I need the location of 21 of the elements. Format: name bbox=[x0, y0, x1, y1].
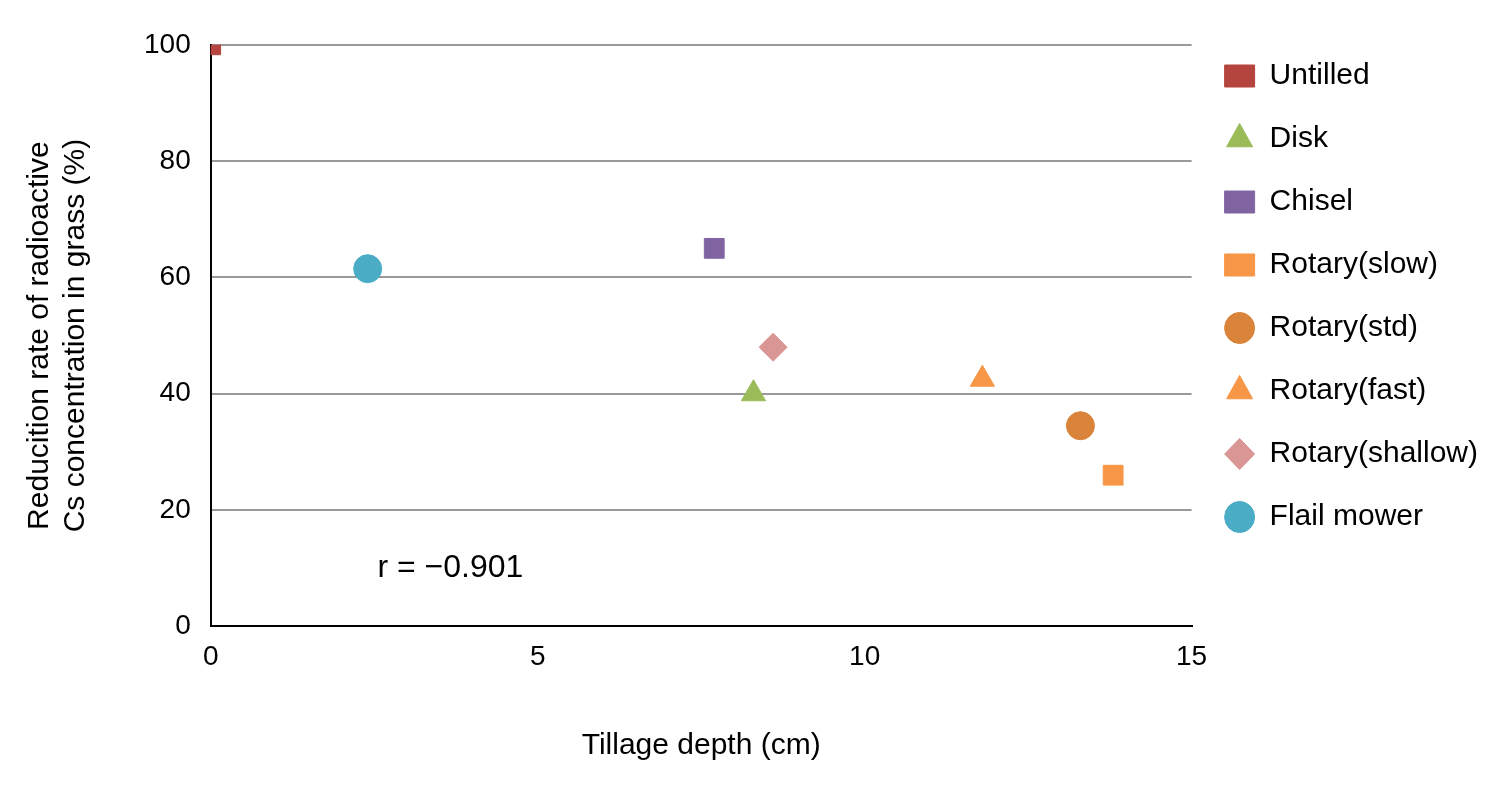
annotation: r = −0.901 bbox=[377, 548, 524, 585]
x-axis-title: Tillage depth (cm) bbox=[581, 727, 821, 761]
y-tick-label: 80 bbox=[159, 143, 191, 175]
x-tick-label: 10 bbox=[849, 639, 881, 671]
legend-label: Rotary(fast) bbox=[1269, 372, 1427, 406]
x-tick-label: 15 bbox=[1176, 639, 1208, 671]
legend-label: Rotary(shallow) bbox=[1269, 435, 1478, 469]
y-tick-label: 40 bbox=[159, 376, 191, 408]
y-tick-label: 100 bbox=[144, 27, 191, 59]
y-axis-title: Reducition rate of radioactive Cs concentration in grass (%) bbox=[21, 138, 91, 533]
y-tick-label: 0 bbox=[175, 609, 191, 641]
y-tick-label: 20 bbox=[159, 492, 191, 524]
legend-label: Rotary(std) bbox=[1269, 309, 1418, 343]
legend-label: Chisel bbox=[1269, 183, 1353, 217]
legend-label: Disk bbox=[1269, 120, 1329, 154]
x-tick-label: 5 bbox=[529, 639, 546, 671]
y-tick-label: 60 bbox=[159, 260, 191, 292]
legend-label: Rotary(slow) bbox=[1269, 246, 1438, 280]
legend-label: Untilled bbox=[1269, 57, 1370, 91]
x-tick-label: 0 bbox=[202, 639, 219, 671]
legend-label: Flail mower bbox=[1269, 498, 1423, 532]
